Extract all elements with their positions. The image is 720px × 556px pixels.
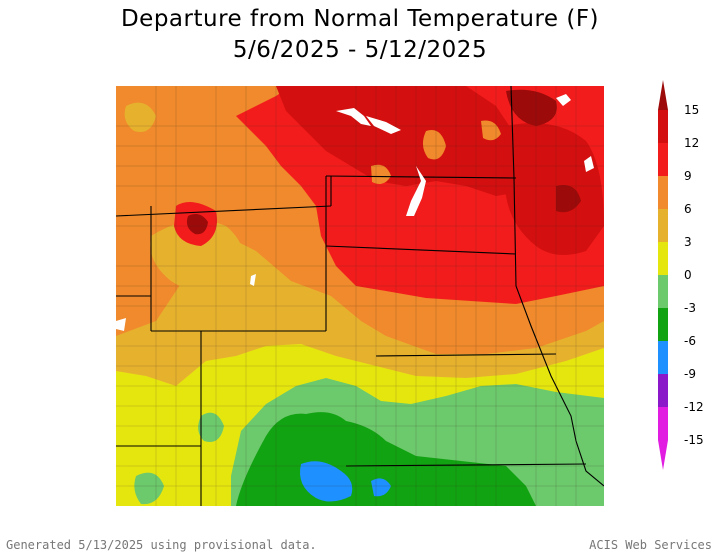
region-darkest-red-1 (506, 89, 557, 126)
legend-swatch (658, 308, 668, 341)
legend-arrow-top (658, 80, 668, 110)
legend-swatch (658, 176, 668, 209)
region-orange-island-1 (422, 130, 446, 160)
legend-swatch (658, 143, 668, 176)
legend-swatch (658, 341, 668, 374)
legend-swatch (658, 209, 668, 242)
map-date-range: 5/6/2025 - 5/12/2025 (232, 37, 488, 63)
legend-tick-label: 6 (684, 202, 692, 216)
region-blue (300, 461, 353, 502)
legend-tick-label: -12 (684, 400, 704, 414)
temperature-departure-map (116, 86, 604, 506)
legend-swatch (658, 374, 668, 407)
region-darkest-red-3b (186, 214, 208, 235)
county-borders (116, 86, 604, 506)
color-legend: 15 12 9 6 3 0 -3 -6 -9 -12 -15 (658, 80, 704, 470)
generated-note: Generated 5/13/2025 using provisional da… (6, 538, 317, 552)
legend-tick-label: -6 (684, 334, 696, 348)
water-bodies (116, 94, 594, 331)
region-light-green-spot (198, 412, 224, 442)
legend-tick-label: 15 (684, 103, 699, 117)
legend-arrow-bottom (658, 440, 668, 470)
legend-swatch (658, 242, 668, 275)
region-tan-west (150, 220, 244, 293)
legend-tick-label: 3 (684, 235, 692, 249)
legend-tick-label: -9 (684, 367, 696, 381)
region-darkest-red-2 (556, 185, 581, 213)
region-tan-nw (124, 102, 156, 132)
region-dark-red (276, 86, 536, 196)
legend-tick-label: 9 (684, 169, 692, 183)
legend-tick-label: -3 (684, 301, 696, 315)
legend-tick-label: -15 (684, 433, 704, 447)
region-dark-red-east (503, 123, 604, 255)
map-title: Departure from Normal Temperature (F) (120, 6, 600, 32)
legend-tick-label: 0 (684, 268, 692, 282)
credit-text: ACIS Web Services (589, 538, 712, 552)
legend-swatch (658, 110, 668, 143)
region-light-green-spot2 (134, 472, 164, 505)
legend-swatch (658, 407, 668, 440)
legend-tick-label: 12 (684, 136, 699, 150)
legend-swatch (658, 275, 668, 308)
